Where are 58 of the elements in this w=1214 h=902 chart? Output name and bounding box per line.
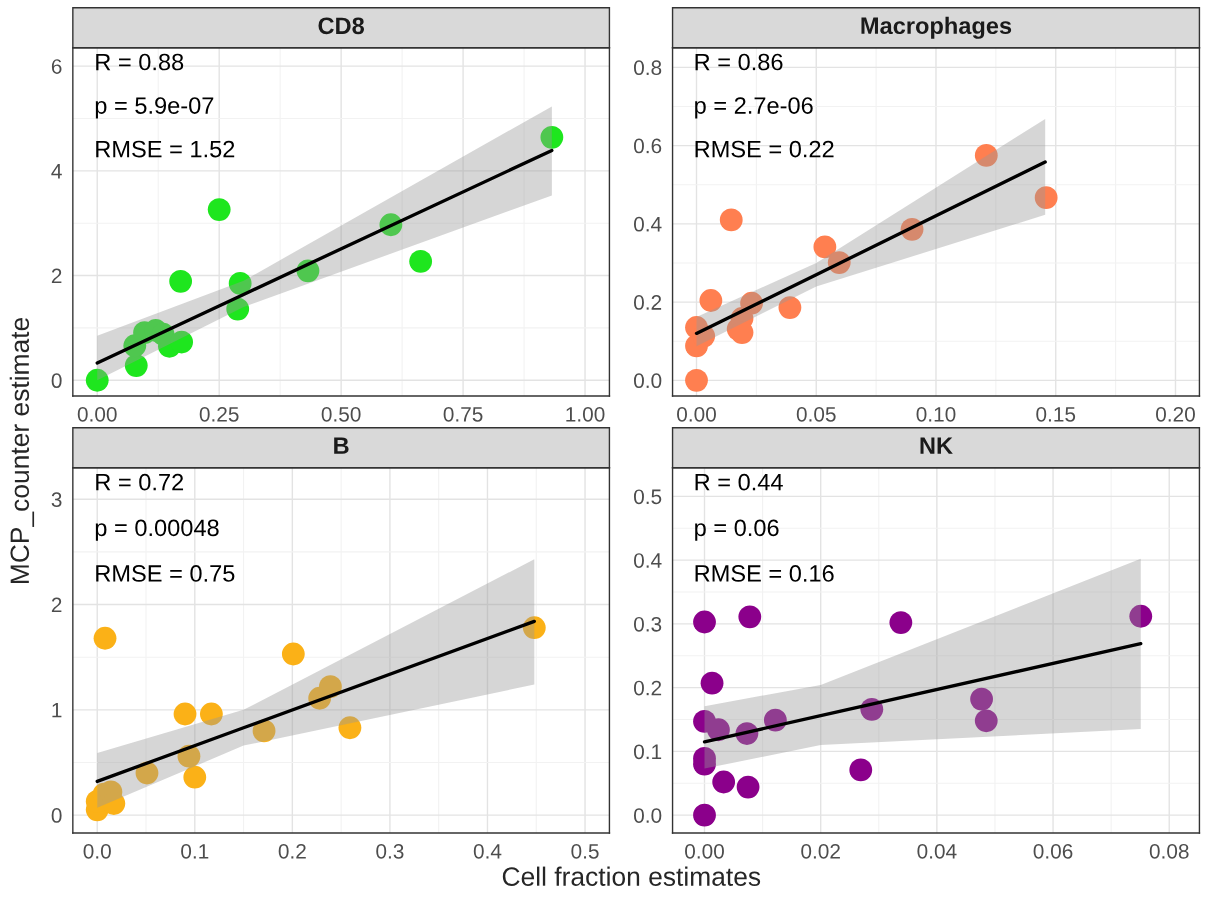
annotation: RMSE = 1.52 [96, 140, 235, 158]
y-tick-label: 0.5 [633, 489, 662, 505]
x-tick-label: 0.1 [181, 843, 209, 859]
y-tick-label: 1 [52, 703, 62, 718]
y-tick-label: 0.4 [633, 553, 662, 568]
y-tick-label: 0.0 [633, 373, 662, 389]
y-tick-label: 2 [51, 268, 62, 284]
x-tick-label: 0.2 [278, 843, 306, 859]
y-tick-label: 0.2 [633, 680, 662, 696]
annotation: R = 0.86 [695, 53, 783, 71]
annotation: p = 5.9e-07 [95, 97, 214, 119]
annotation: p = 0.06 [695, 519, 779, 541]
y-axis-title: MCP_counter estimate [9, 317, 35, 584]
y-tick-label: 0 [51, 373, 62, 389]
annotation: RMSE = 0.75 [96, 565, 235, 582]
y-tick-label: 2 [51, 597, 62, 613]
x-tick-label: 0.05 [796, 406, 836, 422]
annotation: R = 0.88 [96, 53, 184, 71]
x-tick-label: 0.06 [1033, 843, 1073, 859]
chart-title: CD8 [318, 17, 365, 35]
chart-title: Macrophages [861, 16, 1012, 39]
x-tick-label: 1.00 [566, 406, 605, 422]
y-tick-label: 4 [51, 164, 62, 179]
x-tick-label: 0.10 [916, 406, 956, 422]
x-tick-label: 0.02 [801, 843, 840, 859]
x-tick-label: 0.20 [1156, 406, 1195, 422]
y-tick-label: 0 [51, 808, 62, 823]
chart-title: B [334, 437, 349, 454]
y-tick-label: 6 [51, 59, 62, 74]
y-tick-label: 0.0 [633, 808, 662, 823]
x-tick-label: 0.15 [1036, 406, 1076, 422]
y-tick-label: 0.2 [633, 295, 662, 310]
x-tick-label: 0.04 [917, 843, 957, 859]
x-axis-title: Cell fraction estimates [502, 866, 761, 886]
chart-title: NK [920, 437, 953, 454]
annotation: R = 0.44 [695, 473, 783, 491]
annotation: p = 2.7e-06 [695, 97, 813, 119]
x-tick-label: 0.75 [443, 406, 483, 422]
y-tick-label: 0.4 [633, 216, 662, 232]
annotation: R = 0.72 [96, 473, 184, 491]
y-tick-label: 0.8 [633, 60, 662, 76]
x-tick-label: 0.5 [571, 843, 599, 859]
x-tick-label: 0.4 [473, 843, 502, 859]
annotation: RMSE = 0.16 [695, 565, 834, 582]
x-tick-label: 0.3 [376, 843, 404, 859]
y-tick-label: 0.6 [633, 138, 662, 154]
x-tick-label: 0.0 [83, 843, 111, 859]
y-tick-label: 3 [51, 492, 62, 508]
annotation: RMSE = 0.22 [695, 140, 834, 158]
annotation: p = 0.00048 [95, 519, 219, 541]
x-tick-label: 0.00 [677, 406, 716, 422]
x-tick-label: 0.25 [199, 406, 239, 422]
x-tick-label: 0.08 [1149, 843, 1189, 859]
y-tick-label: 0.3 [633, 616, 662, 632]
y-tick-label: 0.1 [633, 744, 662, 760]
x-tick-label: 0.50 [321, 406, 361, 422]
x-tick-label: 0.00 [77, 406, 117, 422]
x-tick-label: 0.00 [685, 843, 724, 859]
